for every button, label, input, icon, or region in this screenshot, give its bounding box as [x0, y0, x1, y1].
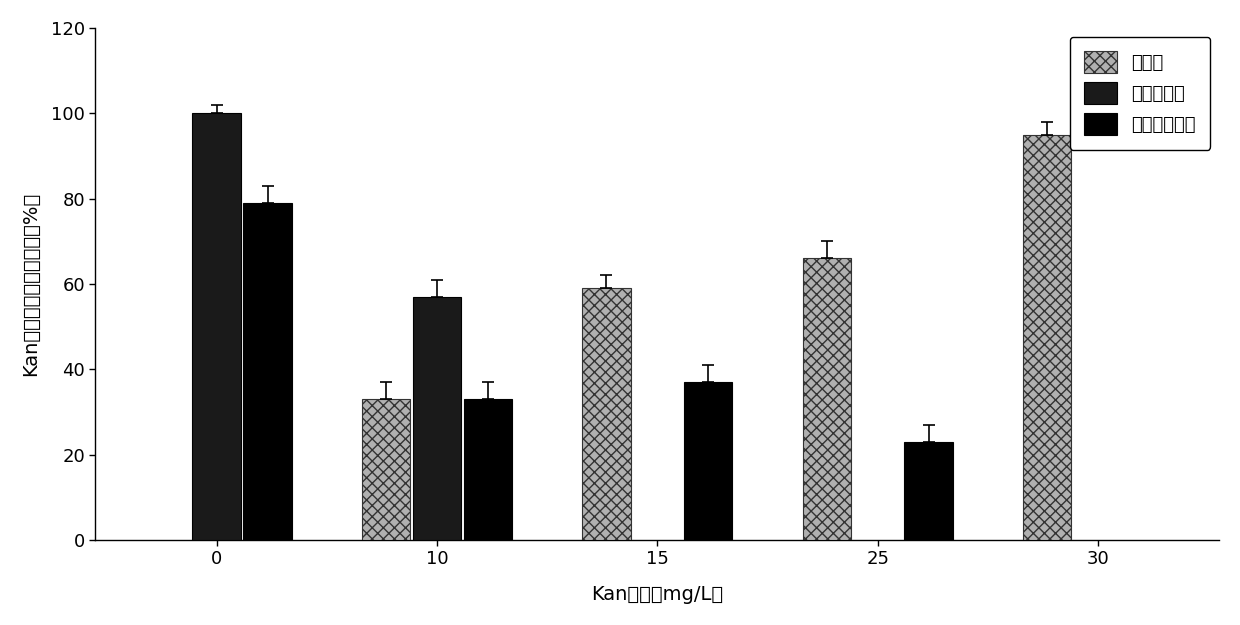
X-axis label: Kan浓度（mg/L）: Kan浓度（mg/L）: [591, 585, 723, 604]
Bar: [362, 399, 410, 540]
Legend: 褐化率, 愈伤形成率, 不定芽再生率: 褐化率, 愈伤形成率, 不定芽再生率: [1070, 37, 1210, 150]
Bar: [192, 113, 241, 540]
Y-axis label: Kan浓度对外植体的影响（%）: Kan浓度对外植体的影响（%）: [21, 192, 40, 376]
Bar: [904, 442, 952, 540]
Bar: [802, 258, 851, 540]
Bar: [243, 203, 291, 540]
Bar: [583, 288, 631, 540]
Bar: [684, 382, 733, 540]
Bar: [413, 297, 461, 540]
Bar: [464, 399, 512, 540]
Bar: [1023, 134, 1071, 540]
